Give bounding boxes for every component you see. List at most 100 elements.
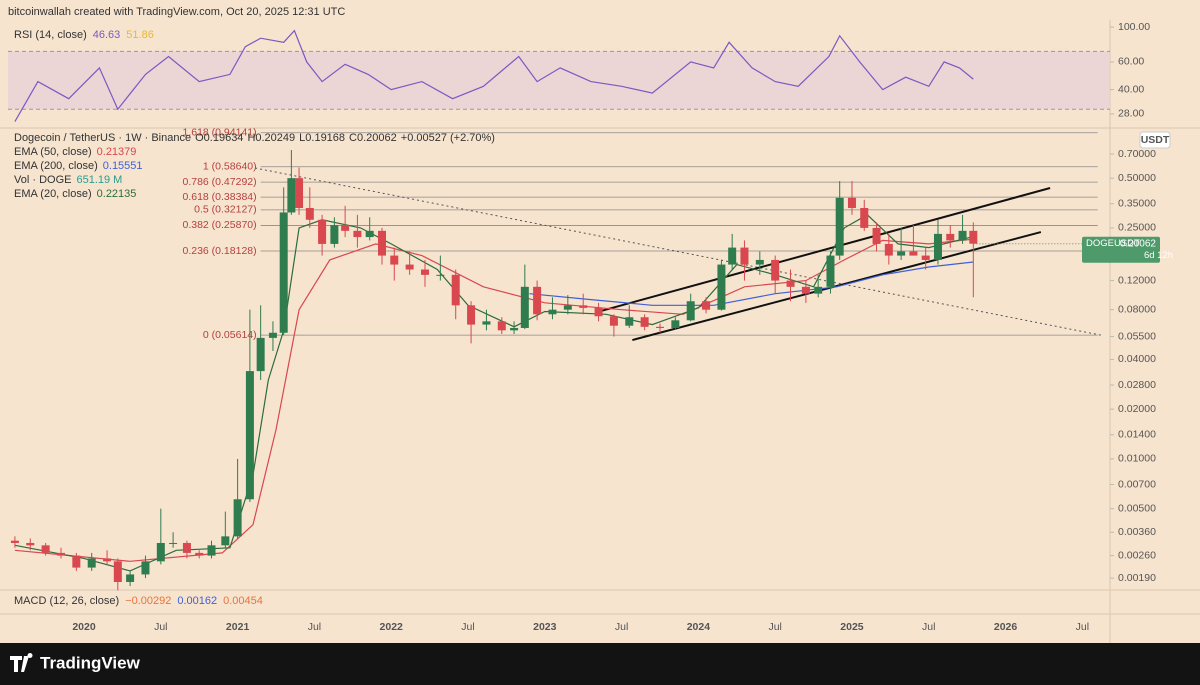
candle-body xyxy=(563,305,572,310)
candle-body xyxy=(295,178,304,208)
candle-body xyxy=(330,225,339,244)
indicator-legend: EMA (50, close) 0.21379 xyxy=(14,146,136,158)
candle-body xyxy=(655,326,664,328)
candle-body xyxy=(958,230,967,241)
candle-body xyxy=(318,219,327,244)
indicator-legend: EMA (200, close) 0.15551 xyxy=(14,160,143,172)
indicator-value: 0.15551 xyxy=(103,160,143,172)
macd-title: MACD (12, 26, close) xyxy=(14,595,119,607)
last-price-symbol: DOGEUSDT xyxy=(1086,238,1140,249)
candle-body xyxy=(390,255,399,265)
indicator-value: 651.19 M xyxy=(76,174,122,186)
y-tick-label: 0.00700 xyxy=(1118,478,1156,490)
candle-body xyxy=(897,251,906,256)
macd-value: 0.00162 xyxy=(177,595,217,607)
rsi-legend: RSI (14, close) 46.63 51.86 xyxy=(14,29,154,41)
candle-body xyxy=(482,321,491,325)
candle-body xyxy=(169,542,178,544)
candle-body xyxy=(520,286,529,328)
macd-value: 0.00454 xyxy=(223,595,263,607)
candle-body xyxy=(26,542,35,546)
indicator-legend: Vol · DOGE 651.19 M xyxy=(14,174,122,186)
header: bitcoinwallah created with TradingView.c… xyxy=(8,6,345,18)
legend-ohlc: C0.20062 xyxy=(349,132,397,144)
currency-box xyxy=(1139,131,1171,149)
price-legend: Dogecoin / TetherUS · 1W · Binance O0.196… xyxy=(14,132,495,144)
candle-body xyxy=(702,301,711,310)
y-tick-label: 0.05500 xyxy=(1118,330,1156,342)
x-tick-label: Jul xyxy=(922,621,935,633)
x-tick-label: 2025 xyxy=(840,621,864,633)
candle-body xyxy=(510,327,519,331)
candle-body xyxy=(847,197,856,208)
channel-line xyxy=(596,187,1051,314)
candle-body xyxy=(10,540,19,543)
candle-body xyxy=(156,542,165,562)
last-price-countdown: 6d 12h xyxy=(1144,250,1173,261)
candle-body xyxy=(548,309,557,315)
candle-body xyxy=(305,207,314,220)
candle-body xyxy=(771,259,780,281)
rsi-band xyxy=(8,51,1110,110)
x-tick-label: 2024 xyxy=(687,621,711,633)
x-tick-label: 2020 xyxy=(72,621,96,633)
fib-label: 0.786 (0.47292) xyxy=(182,176,256,188)
candle-body xyxy=(87,558,96,568)
macd-value: −0.00292 xyxy=(125,595,171,607)
legend-ohlc: +0.00527 (+2.70%) xyxy=(401,132,495,144)
y-tick-label: 0.00360 xyxy=(1118,526,1156,538)
x-tick-label: Jul xyxy=(615,621,628,633)
candle-body xyxy=(221,536,230,546)
y-tick-label: 0.02800 xyxy=(1118,379,1156,391)
candle-body xyxy=(56,552,65,556)
y-tick-label: 40.00 xyxy=(1118,83,1144,95)
y-tick-label: 0.25000 xyxy=(1118,222,1156,234)
x-tick-label: Jul xyxy=(308,621,321,633)
y-tick-label: 0.04000 xyxy=(1118,353,1156,365)
candle-body xyxy=(826,255,835,287)
candle-body xyxy=(814,286,823,294)
indicator-name: EMA (200, close) xyxy=(14,160,98,172)
ema-line xyxy=(529,261,974,306)
candle-body xyxy=(933,233,942,260)
candle-body xyxy=(609,316,618,326)
candle-body xyxy=(921,255,930,260)
candle-body xyxy=(579,305,588,308)
y-tick-label: 0.70000 xyxy=(1118,148,1156,160)
candle-body xyxy=(740,247,749,265)
candle-body xyxy=(884,243,893,256)
fib-label: 0.5 (0.32127) xyxy=(194,204,256,216)
fib-label: 0 (0.05614) xyxy=(203,329,257,341)
candle-body xyxy=(141,561,150,575)
candle-body xyxy=(377,230,386,256)
candle-body xyxy=(728,247,737,265)
indicator-legend: EMA (20, close) 0.22135 xyxy=(14,188,136,200)
y-tick-label: 0.12000 xyxy=(1118,274,1156,286)
x-tick-label: 2021 xyxy=(226,621,250,633)
x-tick-label: Jul xyxy=(768,621,781,633)
x-tick-label: Jul xyxy=(1076,621,1089,633)
x-tick-label: 2022 xyxy=(380,621,404,633)
candle-body xyxy=(126,574,135,582)
y-tick-label: 0.00500 xyxy=(1118,502,1156,514)
candle-body xyxy=(182,542,191,553)
fib-label: 1 (0.58640) xyxy=(203,160,257,172)
y-tick-label: 100.00 xyxy=(1118,21,1150,33)
y-tick-label: 0.01000 xyxy=(1118,453,1156,465)
candle-body xyxy=(72,555,81,568)
candle-body xyxy=(467,305,476,325)
candle-body xyxy=(405,264,414,270)
candle-body xyxy=(103,558,112,562)
x-tick-label: 2023 xyxy=(533,621,557,633)
y-tick-label: 0.08000 xyxy=(1118,303,1156,315)
candle-body xyxy=(207,545,216,556)
fib-label: 0.236 (0.18128) xyxy=(182,245,256,257)
candle-body xyxy=(594,307,603,317)
indicator-name: EMA (20, close) xyxy=(14,188,92,200)
candle-body xyxy=(801,286,810,294)
indicator-value: 0.21379 xyxy=(97,146,137,158)
candle-body xyxy=(341,225,350,231)
trendline xyxy=(255,167,1101,336)
candle-body xyxy=(353,230,362,238)
